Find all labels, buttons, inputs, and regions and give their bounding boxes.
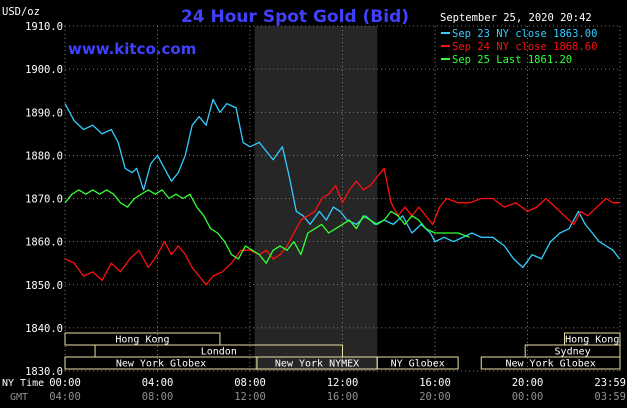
price-series — [64, 98, 621, 286]
website-url: www.kitco.com — [68, 40, 196, 58]
session-bar-label: Sydney — [555, 347, 591, 358]
shaded-period — [254, 26, 378, 371]
session-bar: Sydney — [524, 344, 621, 358]
x-tick-label-gmt: 00:00 — [512, 391, 544, 403]
session-bar: NY Globex — [376, 356, 459, 370]
session-bar-frame — [480, 356, 621, 370]
session-bar-label: NY Globex — [391, 359, 445, 370]
y-unit-label: USD/oz — [2, 6, 40, 18]
x-tick-label-ny: 20:00 — [512, 377, 544, 389]
session-bar: Hong Kong — [64, 332, 221, 346]
session-bar-label: New York NYMEX — [275, 359, 359, 370]
x-tick-label-gmt: 04:00 — [49, 391, 81, 403]
session-bar-label: New York Globex — [116, 359, 206, 370]
legend-label: Sep 25 Last 1861.20 — [452, 54, 572, 66]
x-tick-label-ny: 04:00 — [142, 377, 174, 389]
y-tick-label: 1870.0 — [25, 194, 63, 206]
chart-title: 24 Hour Spot Gold (Bid) — [181, 7, 409, 27]
y-tick-label: 1910.0 — [25, 21, 63, 33]
session-bar-frame — [376, 356, 459, 370]
session-bar: New York NYMEX — [256, 356, 378, 370]
y-tick-label: 1890.0 — [25, 107, 63, 119]
x-row-label-gmt: GMT — [10, 392, 28, 403]
y-tick-label: 1850.0 — [25, 280, 63, 292]
x-tick-label-ny: 16:00 — [419, 377, 451, 389]
y-tick-label: 1830.0 — [25, 366, 63, 378]
session-bar: New York Globex — [64, 356, 258, 370]
series-line — [64, 167, 620, 286]
series-line — [64, 98, 621, 269]
x-tick-label-ny: 00:00 — [49, 377, 81, 389]
chart-axes: 1830.0 1840.0 1850.0 1860.0 1870.0 1880.0 1890… — [2, 21, 626, 403]
session-bar-label: London — [201, 347, 237, 358]
chart-grid — [64, 25, 621, 372]
x-tick-label-ny: 08:00 — [234, 377, 266, 389]
x-tick-label-ny: 23:59 — [594, 377, 626, 389]
y-tick-label: 1880.0 — [25, 150, 63, 162]
legend-label: Sep 24 NY close 1868.60 — [452, 41, 597, 53]
x-tick-label-gmt: 03:59 — [594, 391, 626, 403]
session-bar: Hong Kong — [564, 332, 621, 346]
x-tick-label-gmt: 08:00 — [142, 391, 174, 403]
session-bar-label: Hong Kong — [115, 335, 169, 346]
legend-label: Sep 23 NY close 1863.00 — [452, 28, 597, 40]
session-bar-label: Hong Kong — [565, 335, 619, 346]
series-line — [64, 189, 470, 264]
session-bar-label: New York Globex — [505, 359, 595, 370]
x-tick-label-gmt: 20:00 — [419, 391, 451, 403]
session-bar: New York Globex — [480, 356, 621, 370]
x-tick-label-gmt: 12:00 — [234, 391, 266, 403]
x-row-label-ny: NY Time — [2, 378, 44, 389]
y-tick-label: 1900.0 — [25, 64, 63, 76]
x-tick-label-gmt: 16:00 — [327, 391, 359, 403]
nymex-session-shade — [254, 26, 378, 371]
timestamp: September 25, 2020 20:42 — [440, 12, 592, 24]
y-tick-label: 1840.0 — [25, 323, 63, 335]
y-tick-label: 1860.0 — [25, 237, 63, 249]
x-tick-label-ny: 12:00 — [327, 377, 359, 389]
